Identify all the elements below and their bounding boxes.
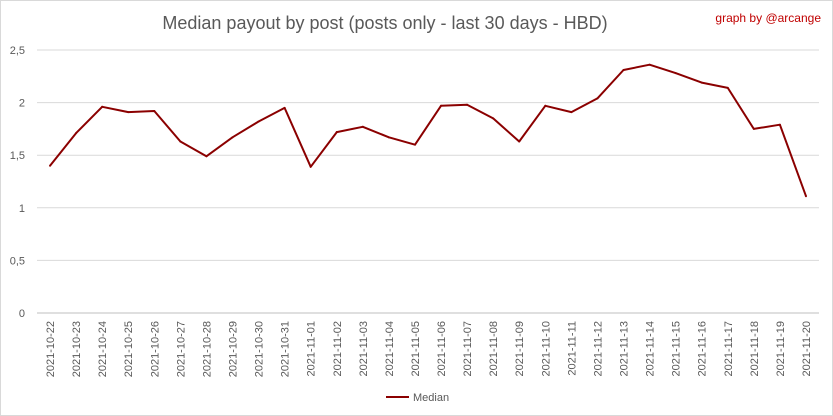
data-point xyxy=(700,81,703,84)
x-tick-label: 2021-11-05 xyxy=(410,321,422,376)
x-tick-label: 2021-10-28 xyxy=(201,321,213,377)
data-point xyxy=(726,86,729,89)
x-tick-label: 2021-11-18 xyxy=(749,321,761,376)
x-tick-label: 2021-11-13 xyxy=(619,321,631,376)
x-tick-label: 2021-11-12 xyxy=(592,321,604,376)
x-tick-label: 2021-11-08 xyxy=(488,321,500,376)
y-axis-ticks: 0 0,5 1 1,5 2 2,5 xyxy=(10,45,25,320)
series-line-median xyxy=(49,63,807,197)
x-tick-label: 2021-10-22 xyxy=(45,321,57,377)
x-tick-label: 2021-11-10 xyxy=(540,321,552,376)
data-point xyxy=(153,110,156,113)
data-point xyxy=(622,68,625,71)
x-tick-label: 2021-10-23 xyxy=(71,321,83,377)
data-point xyxy=(596,97,599,100)
x-tick-label: 2021-10-27 xyxy=(175,321,187,377)
x-tick-label: 2021-11-11 xyxy=(566,321,578,376)
data-point xyxy=(778,123,781,126)
gridlines xyxy=(37,49,819,261)
data-point xyxy=(335,131,338,134)
x-tick-label: 2021-11-19 xyxy=(775,321,787,376)
x-tick-label: 2021-11-16 xyxy=(697,321,709,376)
legend-label-median: Median xyxy=(413,392,449,404)
data-point xyxy=(752,127,755,130)
data-point xyxy=(387,136,390,139)
chart-credit: graph by @arcange xyxy=(715,11,821,25)
x-tick-label: 2021-10-29 xyxy=(228,321,240,377)
data-point xyxy=(205,155,208,158)
series-lines xyxy=(49,63,807,198)
x-tick-label: 2021-11-01 xyxy=(306,321,318,376)
x-axis-ticks: 2021-10-22 2021-10-23 2021-10-24 2021-10-25… xyxy=(45,321,813,377)
data-point xyxy=(179,140,182,143)
data-point xyxy=(101,105,104,108)
y-tick-label: 1,5 xyxy=(10,150,25,162)
chart-title: Median payout by post (posts only - last… xyxy=(162,13,607,33)
data-point xyxy=(413,143,416,146)
x-tick-label: 2021-11-15 xyxy=(671,321,683,376)
legend: Median xyxy=(386,392,449,404)
y-tick-label: 0,5 xyxy=(10,255,25,267)
x-tick-label: 2021-10-24 xyxy=(97,321,109,377)
data-point xyxy=(231,136,234,139)
data-point xyxy=(804,195,807,198)
x-tick-label: 2021-11-20 xyxy=(801,321,813,376)
data-point xyxy=(283,106,286,109)
data-point xyxy=(492,117,495,120)
x-tick-label: 2021-11-14 xyxy=(645,321,657,376)
y-tick-label: 0 xyxy=(19,308,25,320)
x-tick-label: 2021-10-25 xyxy=(123,321,135,377)
data-point xyxy=(466,103,469,106)
data-point xyxy=(570,111,573,114)
x-tick-label: 2021-11-09 xyxy=(514,321,526,376)
data-point xyxy=(544,104,547,107)
data-point xyxy=(674,72,677,75)
data-point xyxy=(127,111,130,114)
x-tick-label: 2021-10-26 xyxy=(149,321,161,377)
x-tick-label: 2021-11-06 xyxy=(436,321,448,376)
y-tick-label: 2 xyxy=(19,98,25,110)
data-point xyxy=(257,120,260,123)
x-tick-label: 2021-11-17 xyxy=(723,321,735,376)
x-tick-label: 2021-11-03 xyxy=(358,321,370,376)
data-point xyxy=(518,140,521,143)
y-tick-label: 1 xyxy=(19,203,25,215)
x-tick-label: 2021-10-31 xyxy=(280,321,292,377)
data-point xyxy=(648,63,651,66)
data-point xyxy=(75,132,78,135)
data-point xyxy=(361,125,364,128)
data-point xyxy=(309,165,312,168)
y-tick-label: 2,5 xyxy=(10,45,25,57)
x-tick-label: 2021-11-02 xyxy=(332,321,344,376)
x-tick-label: 2021-11-07 xyxy=(462,321,474,376)
data-point xyxy=(440,104,443,107)
x-tick-label: 2021-11-04 xyxy=(384,321,396,376)
data-point xyxy=(49,164,52,167)
x-tick-label: 2021-10-30 xyxy=(254,321,266,377)
